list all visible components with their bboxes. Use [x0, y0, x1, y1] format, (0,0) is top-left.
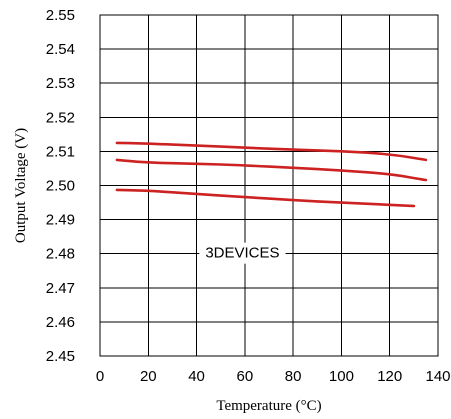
annotation-background	[199, 242, 286, 264]
y-tick-label: 2.53	[46, 75, 75, 92]
annotation-label: 3DEVICES	[205, 245, 279, 262]
x-tick-label: 60	[237, 368, 254, 385]
series-line-1	[115, 141, 428, 162]
y-axis-title: Output Voltage (V)	[13, 128, 29, 243]
y-tick-label: 2.55	[46, 7, 75, 24]
x-axis-title: Temperature (°C)	[216, 398, 321, 414]
x-tick-label: 20	[140, 368, 157, 385]
series-line-3	[115, 188, 416, 208]
grid	[99, 14, 439, 357]
y-tick-label: 2.52	[46, 109, 75, 126]
x-tick-label: 100	[329, 368, 354, 385]
y-tick-label: 2.54	[46, 41, 75, 58]
y-tick-label: 2.46	[46, 314, 75, 331]
x-tick-label: 120	[377, 368, 402, 385]
series-line-2	[115, 158, 428, 182]
y-tick-label: 2.49	[46, 212, 75, 229]
y-tick-label: 2.51	[46, 143, 75, 160]
x-axis-ticks: 0 20 40 60 80 100 120 140	[96, 368, 451, 385]
y-tick-label: 2.45	[46, 348, 75, 365]
y-tick-label: 2.47	[46, 280, 75, 297]
x-tick-label: 140	[425, 368, 450, 385]
y-tick-label: 2.50	[46, 178, 75, 195]
y-tick-label: 2.48	[46, 246, 75, 263]
x-tick-label: 0	[96, 368, 104, 385]
x-tick-label: 40	[188, 368, 205, 385]
series-group	[115, 141, 428, 208]
x-tick-label: 80	[285, 368, 302, 385]
plot-frame	[99, 14, 439, 357]
y-axis-ticks: 2.45 2.46 2.47 2.48 2.49 2.50 2.51 2.52 2.53 2.54…	[46, 7, 75, 365]
